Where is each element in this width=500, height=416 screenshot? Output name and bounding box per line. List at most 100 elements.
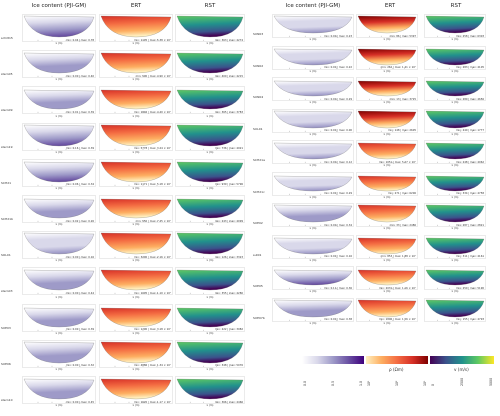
ert-tomogram: [99, 231, 173, 259]
ice-section: min: 0.00 | max: 0.29 x (m): [272, 171, 354, 199]
rst-section-fill: [176, 270, 244, 291]
ert-tomogram: [356, 140, 418, 164]
axes-frame: [272, 234, 354, 259]
x-axis-label: x (m): [132, 295, 140, 299]
ert-section-fill: [357, 269, 417, 286]
ert-tomogram: [99, 159, 173, 187]
ert-min-max-label: min: 1051 | max: 5.27 × 10⁴: [378, 160, 416, 164]
rst-min-max-label: min: 736 | max: 4921: [214, 147, 243, 151]
colorbar-gradient: [430, 356, 494, 364]
ice-section: min: 0.11 | max: 0.36 x (m): [272, 266, 354, 293]
ert-tomogram: [99, 195, 173, 223]
ert-section: min: 4886 | max: 1.34 × 10⁴ x (m): [99, 340, 173, 371]
rst-section-fill: [425, 299, 485, 317]
ice-section-fill: [23, 15, 95, 38]
ert-section: min: 262 | max: 1.41 × 10⁴ x (m): [356, 45, 418, 73]
x-axis-label: x (m): [309, 101, 317, 105]
x-axis-label: x (m): [132, 42, 140, 46]
ice-min-max-label: min: 0.00 | max: 0.12: [323, 160, 352, 164]
rst-section: min: 287 | max: 2821 x (m): [424, 203, 486, 230]
ice-min-max-label: min: 0.00 | max: 0.40: [65, 74, 94, 78]
ice-min-max-label: min: 0.00 | max: 0.16: [65, 255, 94, 259]
x-axis-label: x (m): [206, 404, 214, 408]
rst-tomogram: [424, 297, 486, 322]
colorbar-tick-label: 0.0: [303, 380, 307, 386]
ice-min-max-label: min: 0.16 | max: 0.39: [65, 147, 94, 151]
rst-min-max-label: min: 280 | max: 4656: [455, 97, 484, 101]
x-axis-label: x (m): [309, 227, 317, 231]
x-axis-label: x (m): [451, 38, 459, 42]
ert-section: min: 1806 | max: 1.56 × 10⁴ x (m): [356, 297, 418, 325]
x-axis-label: x (m): [55, 223, 63, 227]
x-axis-label: x (m): [383, 195, 391, 199]
ice-section-fill: [273, 110, 353, 128]
x-axis-label: x (m): [383, 38, 391, 42]
site-name-label: SUN04: [253, 95, 264, 99]
axes-frame: [22, 122, 96, 151]
ice-min-max-label: min: 0.00 | max: 0.45: [65, 400, 94, 404]
x-axis-label: x (m): [206, 223, 214, 227]
axes-frame: [99, 231, 173, 259]
ice-tomogram: [22, 340, 96, 368]
ice-section-fill: [23, 233, 95, 255]
ert-section-fill: [100, 161, 172, 182]
rst-tomogram: [175, 267, 245, 296]
rst-min-max-label: min: 243 | max: 4099: [214, 219, 243, 223]
ert-min-max-label: min: 271 | max: 6206: [387, 192, 416, 195]
rst-section: min: 250 | max: 5190 x (m): [424, 266, 486, 293]
x-axis-label: x (m): [206, 114, 214, 118]
rst-section: min: 365 | max: 3783 x (m): [175, 86, 245, 118]
ert-section-fill: [357, 110, 417, 128]
rst-min-max-label: min: 939 | max: 5796: [214, 183, 243, 187]
ert-min-max-label: min: 1171 | max: 5.18 × 10⁴: [133, 183, 171, 187]
colorbar-label: v (m/s): [454, 367, 469, 372]
ice-tomogram: [272, 140, 354, 164]
ice-section: min: 0.16 | max: 0.39 x (m): [22, 122, 96, 154]
rst-min-max-label: min: 348 | max: 5076: [214, 364, 243, 368]
ice-section-fill: [23, 270, 95, 291]
left-header-ice: Ice content (PJI-GM): [31, 3, 87, 9]
x-axis-label: x (m): [55, 295, 63, 299]
rst-tomogram: [424, 203, 486, 227]
ice-tomogram: [272, 266, 354, 290]
rst-section: min: 240 | max: 1777 x (m): [424, 108, 486, 136]
ert-min-max-label: min: 33 | max: 2486: [389, 223, 416, 227]
colorbar-gradient: [302, 356, 364, 364]
x-axis-label: x (m): [383, 132, 391, 136]
ert-tomogram: [99, 267, 173, 296]
site-name-label: SUN02: [253, 63, 264, 68]
axes-frame: [22, 50, 96, 78]
rst-section: min: 939 | max: 5796 x (m): [175, 159, 245, 190]
rst-min-max-label: min: 366 | max: 4466: [214, 400, 243, 404]
ert-tomogram: [356, 108, 418, 133]
x-axis-label: x (m): [55, 150, 63, 154]
ice-section: min: 0.00 | max: 0.22 x (m): [272, 45, 354, 73]
axes-frame: [272, 171, 354, 196]
ice-section-fill: [23, 161, 95, 182]
ert-tomogram: [99, 122, 173, 151]
axes-frame: [356, 297, 418, 322]
x-axis-label: x (m): [132, 114, 140, 118]
axes-frame: [175, 195, 245, 223]
axes-frame: [175, 231, 245, 259]
rst-min-max-label: min: 222 | max: 3982: [214, 328, 243, 332]
ert-section: min: 1195 | max: 5.38 × 10⁴ x (m): [99, 14, 173, 46]
rst-section: min: 243 | max: 4099 x (m): [175, 195, 245, 227]
axes-frame: [272, 266, 354, 290]
ice-section-fill: [273, 15, 353, 34]
ice-section-fill: [23, 90, 95, 110]
ice-tomogram: [272, 297, 354, 322]
axes-frame: [99, 303, 173, 332]
ice-tomogram: [272, 45, 354, 70]
axes-frame: [356, 14, 418, 38]
rst-min-max-label: min: 287 | max: 2821: [455, 223, 484, 227]
site-name-label: SCH21c: [253, 189, 265, 194]
rst-min-max-label: min: 365 | max: 3783: [214, 110, 243, 114]
ice-tomogram: [22, 231, 96, 259]
ice-min-max-label: min: 0.02 | max: 0.26: [65, 219, 94, 223]
x-axis-label: x (m): [206, 42, 214, 46]
ert-tomogram: [356, 14, 418, 38]
ice-section: min: 0.00 | max: 0.40 x (m): [22, 50, 96, 81]
ice-section: min: 0.00 | max: 0.45 x (m): [22, 376, 96, 407]
ice-section-fill: [23, 378, 95, 400]
